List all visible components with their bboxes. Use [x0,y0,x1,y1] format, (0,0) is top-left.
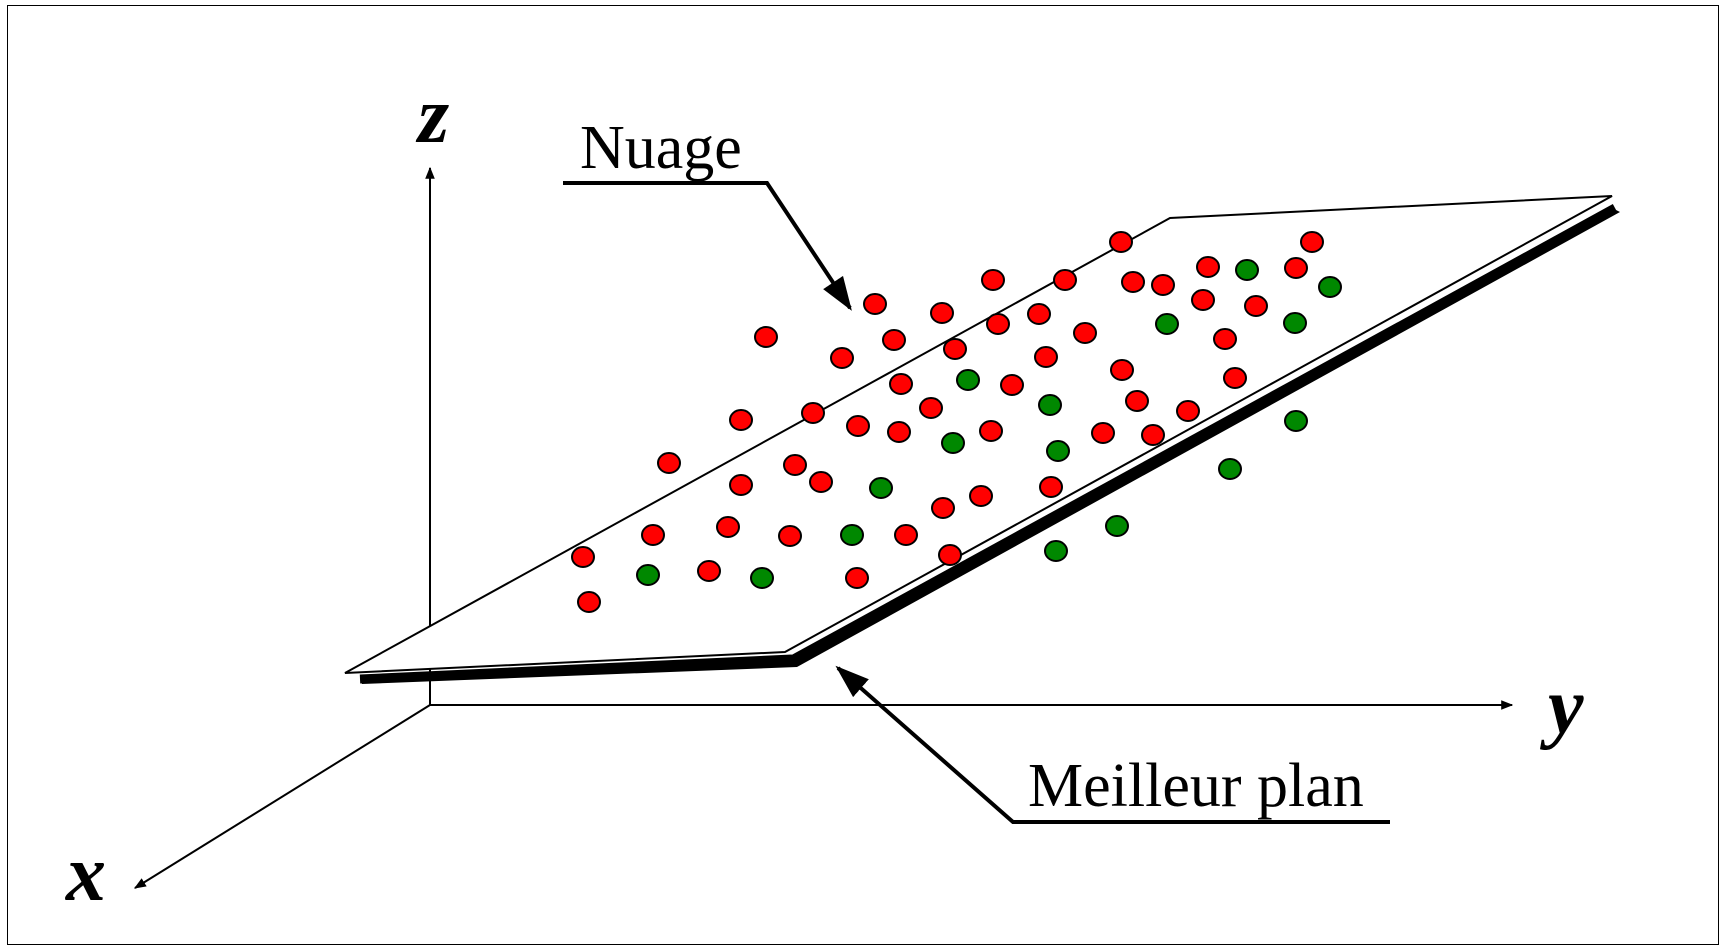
red-data-point [778,525,802,547]
red-data-point [1000,374,1024,396]
y-axis-label: y [1539,663,1584,751]
green-data-point [1046,440,1070,462]
z-axis-label: z [415,72,449,160]
red-data-point [1191,289,1215,311]
green-data-point [1105,515,1129,537]
x-axis [133,704,431,889]
red-data-point [863,293,887,315]
red-data-point [641,524,665,546]
red-data-point [729,474,753,496]
red-data-point [783,454,807,476]
red-data-point [986,313,1010,335]
red-data-point [1223,367,1247,389]
red-data-point [571,546,595,568]
red-data-point [930,302,954,324]
red-data-point [1110,359,1134,381]
green-data-point [1044,540,1068,562]
red-data-point [754,326,778,348]
green-data-point [1038,394,1062,416]
red-data-point [1176,400,1200,422]
red-data-point [830,347,854,369]
green-data-point [1235,259,1259,281]
x-axis-label: x [65,830,106,918]
red-data-point [931,497,955,519]
red-data-point [969,485,993,507]
red-data-point [1213,328,1237,350]
green-data-point [956,369,980,391]
red-data-point [846,415,870,437]
red-data-point [1125,390,1149,412]
red-data-point [1109,231,1133,253]
green-data-point [1318,276,1342,298]
red-data-point [801,402,825,424]
best-plane-label: Meilleur plan [1028,752,1364,820]
plane-front-edge [359,654,793,684]
red-data-point [981,269,1005,291]
green-data-point [1283,312,1307,334]
green-data-point [1155,313,1179,335]
red-data-point [882,329,906,351]
plane-right-edge [787,204,1618,665]
green-data-point [1284,410,1308,432]
red-data-point [577,591,601,613]
cloud-leader-line [563,181,852,311]
red-data-point [889,373,913,395]
green-data-point [1218,458,1242,480]
red-data-point [979,420,1003,442]
green-data-point [840,524,864,546]
plane-leader-line [835,665,1390,824]
red-data-point [1034,346,1058,368]
red-data-point [1091,422,1115,444]
red-data-point [1284,257,1308,279]
red-data-point [1039,476,1063,498]
red-data-point [1196,256,1220,278]
green-data-point [941,432,965,454]
point-cloud [571,231,1342,613]
best-plane [344,195,1620,684]
red-data-point [697,560,721,582]
red-data-point [657,452,681,474]
red-data-point [845,567,869,589]
red-data-point [716,516,740,538]
red-data-point [1244,295,1268,317]
red-data-point [894,524,918,546]
green-data-point [636,564,660,586]
red-data-point [1053,269,1077,291]
red-data-point [1121,271,1145,293]
red-data-point [1073,322,1097,344]
red-data-point [1027,303,1051,325]
plane-face [344,195,1613,674]
green-data-point [750,567,774,589]
red-data-point [887,421,911,443]
green-data-point [869,477,893,499]
red-data-point [943,338,967,360]
red-data-point [938,544,962,566]
cloud-label: Nuage [580,114,742,182]
red-data-point [1300,231,1324,253]
red-data-point [809,471,833,493]
red-data-point [1141,424,1165,446]
red-data-point [919,397,943,419]
red-data-point [1151,274,1175,296]
red-data-point [729,409,753,431]
